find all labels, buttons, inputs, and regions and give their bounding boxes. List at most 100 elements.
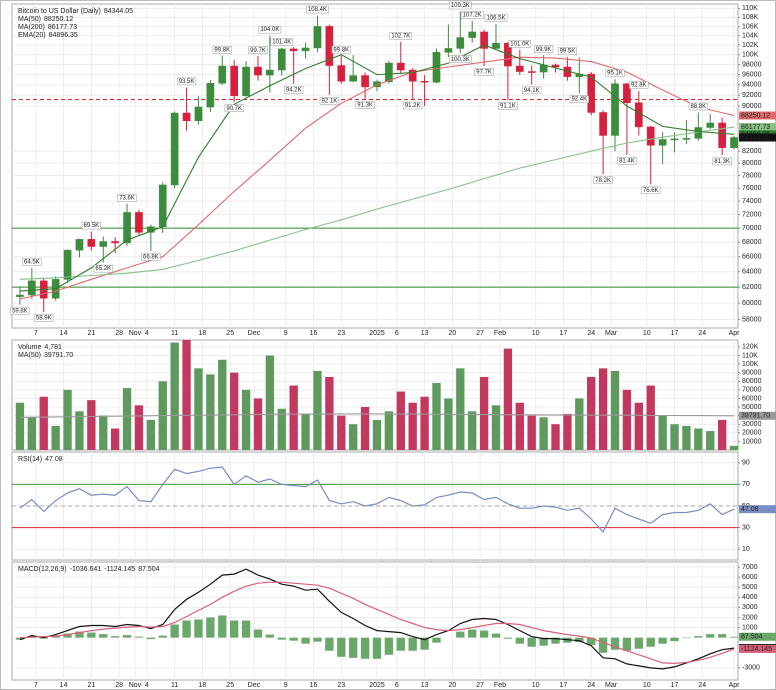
- peak-label-box: [449, 1, 472, 10]
- volume-bar: [527, 415, 536, 450]
- x-tick-label: 11: [171, 682, 178, 689]
- y-tick-label: 10: [742, 546, 750, 553]
- volume-bar: [682, 425, 691, 450]
- peak-label: 59.8K: [12, 308, 28, 314]
- volume-bar: [301, 413, 310, 450]
- histogram-bar: [337, 637, 346, 657]
- histogram-bar: [432, 637, 441, 643]
- candle-body: [611, 83, 619, 136]
- y-tick-label: 92000: [742, 92, 762, 99]
- x-tick-label: Mar: [605, 330, 618, 337]
- histogram-bar: [396, 637, 405, 651]
- candle-body: [194, 106, 203, 122]
- histogram-bar: [170, 624, 179, 638]
- peak-label-box: [617, 157, 637, 165]
- peak-label-box: [593, 176, 613, 185]
- peak-label-box: [117, 193, 137, 202]
- series-line: [19, 466, 735, 533]
- y-tick-label: 90000: [742, 370, 762, 377]
- peak-label-box: [22, 258, 42, 266]
- legend-text: 39791.70: [44, 352, 73, 359]
- x-tick-label: 21: [87, 682, 95, 689]
- volume-bar: [170, 342, 179, 450]
- peak-label: 106.5K: [486, 16, 505, 22]
- candle-body: [492, 42, 500, 49]
- legend-text: MA(50): [18, 352, 41, 359]
- value-tag-box: [739, 632, 776, 641]
- y-tick-label: 82000: [742, 148, 762, 155]
- histogram-bar: [610, 637, 620, 650]
- histogram-bar: [360, 637, 370, 659]
- value-tag-box: [739, 644, 776, 653]
- candle-body: [135, 212, 143, 233]
- peak-label-box: [712, 157, 732, 166]
- y-tick-label: 62000: [742, 284, 762, 291]
- x-tick-label: 4: [145, 682, 149, 689]
- candle-body: [289, 48, 298, 52]
- histogram-bar: [265, 634, 275, 638]
- candle-body: [337, 65, 346, 82]
- peak-label-box: [248, 46, 268, 54]
- volume-bar: [277, 408, 286, 450]
- x-tick-label: 17: [560, 682, 568, 689]
- peak-label-box: [449, 55, 472, 64]
- candle-body: [539, 64, 548, 73]
- candle-body: [230, 65, 238, 97]
- x-tick-label: 10: [643, 330, 651, 337]
- histogram-bar: [658, 637, 667, 644]
- volume-bar: [456, 368, 465, 450]
- peak-label-box: [306, 5, 329, 14]
- peak-label: 91.1K: [500, 104, 516, 110]
- candle-body: [385, 62, 393, 82]
- histogram-bar: [551, 637, 560, 644]
- volume-bar: [122, 388, 132, 450]
- candle-body: [706, 122, 715, 128]
- peak-label-box: [355, 101, 375, 109]
- volume-bar: [218, 359, 227, 450]
- peak-label: 108.4K: [308, 7, 327, 13]
- peak-label: 109.3K: [451, 3, 470, 9]
- value-tag-box: [739, 123, 776, 132]
- volume-bar: [360, 407, 370, 450]
- y-tick-label: 66000: [742, 254, 762, 261]
- peak-label-box: [389, 32, 413, 40]
- legend-text: 47.08: [45, 456, 63, 463]
- y-tick-label: 30: [742, 524, 750, 531]
- histogram-bar: [289, 637, 298, 641]
- peak-label: 73.6K: [119, 195, 135, 201]
- legend-text: MA(50): [18, 16, 41, 23]
- y-tick-label: 98000: [742, 61, 762, 68]
- x-tick-label: 10: [532, 682, 540, 689]
- candle-body: [266, 69, 274, 76]
- candle-body: [28, 280, 36, 296]
- volume-bar: [396, 391, 405, 450]
- x-tick-label: 27: [476, 682, 484, 689]
- volume-bar: [491, 405, 501, 450]
- x-tick-label: Dec: [248, 330, 261, 337]
- volume-bar: [670, 424, 679, 450]
- x-tick-label: 24: [698, 682, 706, 689]
- candle-body: [396, 62, 405, 71]
- legend-text: 86177.73: [48, 24, 77, 31]
- candle-body: [718, 122, 726, 148]
- volume-bar: [134, 405, 144, 450]
- volume-bar: [646, 385, 655, 450]
- histogram-bar: [146, 637, 156, 640]
- histogram-bar: [253, 629, 263, 638]
- histogram-bar: [349, 637, 358, 658]
- peak-label-box: [319, 96, 339, 105]
- histogram-bar: [420, 637, 429, 650]
- x-tick-label: 25: [226, 682, 234, 689]
- y-tick-label: 20000: [742, 430, 762, 437]
- peak-label-box: [508, 40, 532, 48]
- x-tick-label: 17: [560, 330, 568, 337]
- volume-bar: [575, 398, 584, 450]
- peak-label: 91.3K: [357, 103, 373, 109]
- histogram-bar: [587, 637, 596, 646]
- volume-bar: [313, 370, 322, 450]
- x-tick-label: 24: [587, 682, 595, 689]
- candle-body: [682, 138, 691, 140]
- histogram-bar: [277, 637, 286, 640]
- volume-bar: [206, 374, 215, 450]
- y-tick-label: 10000: [742, 438, 762, 445]
